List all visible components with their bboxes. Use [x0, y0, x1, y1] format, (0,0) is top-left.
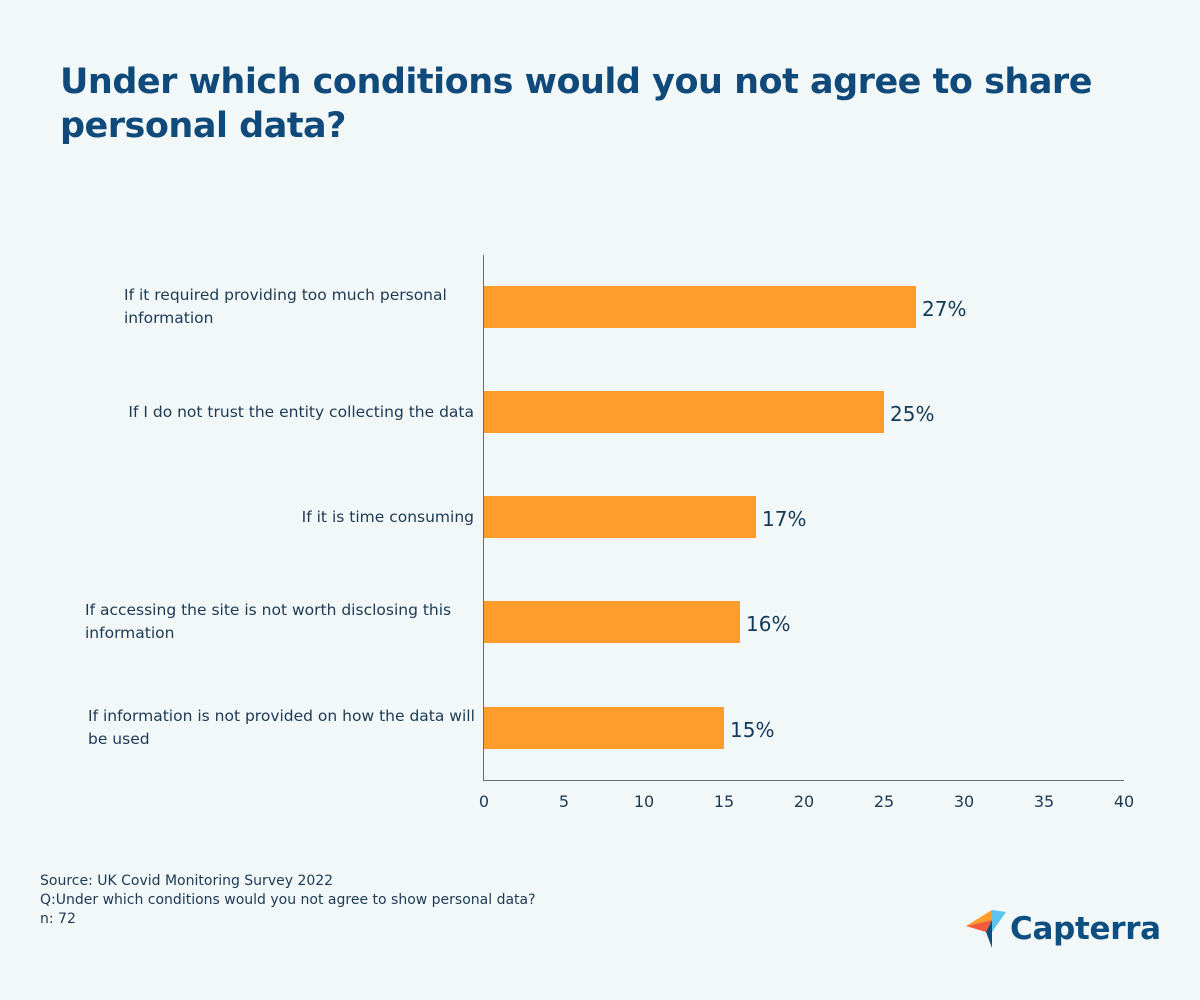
capterra-logo: Capterra	[966, 908, 1161, 950]
x-tick-label: 30	[953, 792, 975, 811]
sample-size-note: n: 72	[40, 911, 76, 927]
x-tick-label: 25	[873, 792, 895, 811]
x-tick-label: 0	[478, 792, 490, 811]
bar	[484, 601, 740, 643]
category-label: If accessing the site is not worth discl…	[85, 601, 452, 642]
category-label: If it required providing too much person…	[124, 286, 447, 327]
logo-text: Capterra	[1010, 911, 1161, 947]
x-tick-label: 35	[1033, 792, 1055, 811]
source-note: Source: UK Covid Monitoring Survey 2022	[40, 873, 334, 889]
x-tick-label: 15	[713, 792, 735, 811]
x-axis-line	[483, 780, 1124, 781]
capterra-arrow-icon	[966, 910, 1006, 948]
x-tick-label: 20	[793, 792, 815, 811]
bar	[484, 286, 916, 328]
chart-title: Under which conditions would you not agr…	[60, 62, 1092, 146]
bar	[484, 496, 756, 538]
x-tick-label: 40	[1113, 792, 1135, 811]
category-label: If I do not trust the entity collecting …	[128, 403, 474, 421]
bar	[484, 391, 884, 433]
chart-footer: Source: UK Covid Monitoring Survey 2022 …	[40, 872, 536, 929]
bar-value-label: 15%	[730, 718, 775, 742]
y-axis-line	[483, 255, 484, 781]
category-label: If information is not provided on how th…	[88, 707, 475, 748]
question-note: Q:Under which conditions would you not a…	[40, 892, 536, 908]
x-tick-label: 5	[558, 792, 570, 811]
bar-value-label: 27%	[922, 297, 967, 321]
bar-value-label: 25%	[890, 402, 935, 426]
category-label: If it is time consuming	[301, 508, 474, 526]
x-tick-label: 10	[633, 792, 655, 811]
bar-value-label: 17%	[762, 507, 807, 531]
bar	[484, 707, 724, 749]
bar-value-label: 16%	[746, 612, 791, 636]
